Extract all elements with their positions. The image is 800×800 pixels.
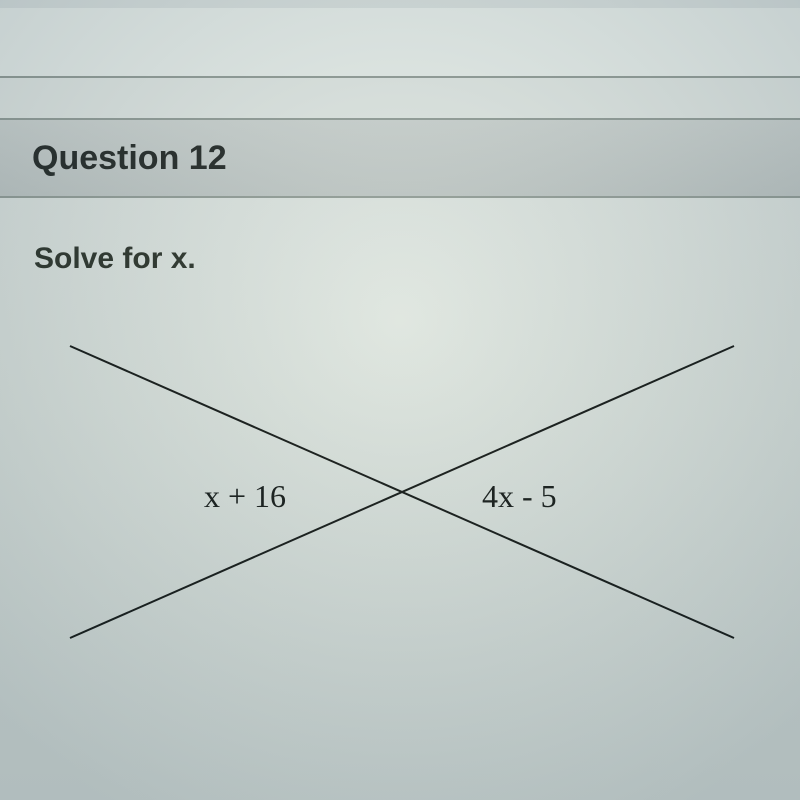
question-title: Question 12 xyxy=(32,139,227,178)
angle-label-right: 4x - 5 xyxy=(482,478,557,515)
angle-label-left: x + 16 xyxy=(204,478,286,515)
intersecting-lines-svg xyxy=(34,306,766,666)
question-content: Solve for x. x + 16 4x - 5 xyxy=(0,198,800,800)
diagram: x + 16 4x - 5 xyxy=(34,306,766,666)
question-header: Question 12 xyxy=(0,120,800,198)
question-prompt: Solve for x. xyxy=(34,242,766,276)
top-blank-panel xyxy=(0,0,800,78)
gap-panel xyxy=(0,78,800,120)
